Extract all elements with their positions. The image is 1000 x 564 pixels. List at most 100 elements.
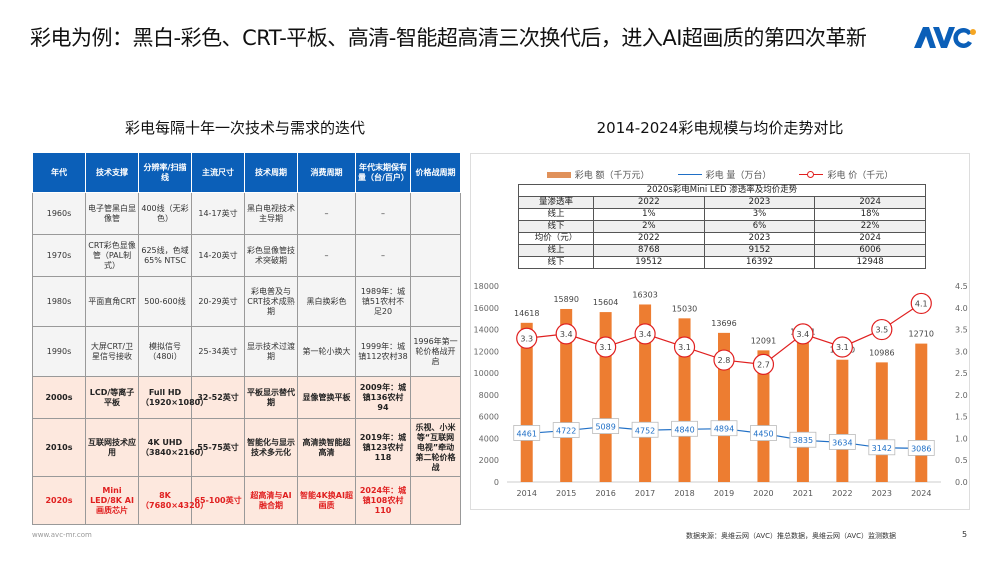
mini-table-cell: 3% (703, 208, 816, 221)
data-source: 数据来源：奥维云网（AVC）推总数据，奥维云网（AVC）监测数据 (686, 532, 897, 540)
legend-label: 彩电 量（万台） (705, 171, 772, 181)
bar-label: 13696 (711, 319, 736, 328)
x-tick: 2022 (832, 489, 852, 498)
table-cell: – (297, 234, 356, 277)
table-row: 1970s CRT彩色显像管（PAL制式） 625线，色域65% NTSC 14-20… (32, 234, 461, 277)
mini-table-row: 线下 19512 16392 12948 (518, 256, 926, 269)
y-left-tick: 10000 (474, 369, 499, 378)
table-cell: 500-600线 (138, 276, 192, 327)
table-cell (410, 276, 461, 327)
column-header: 技术周期 (244, 152, 298, 193)
table-cell: 20-29英寸 (191, 276, 245, 327)
line-marker-swatch-icon (799, 171, 824, 178)
mini-table-caption: 2020s彩电Mini LED 渗透率及均价走势 (518, 184, 926, 197)
mini-table-cell: 6% (703, 220, 816, 233)
bar-label: 14618 (514, 309, 539, 318)
table-cell: 2019年：城镇123农村118 (355, 418, 411, 477)
bar-label: 15604 (593, 298, 618, 307)
price-label: 2.8 (718, 356, 731, 365)
table-cell (410, 192, 461, 235)
legend-item-revenue: 彩电 额（千万元） (546, 168, 650, 181)
table-cell: 2020s (32, 476, 86, 525)
mini-led-table: 2020s彩电Mini LED 渗透率及均价走势 量渗透率 2022 2023 202… (518, 184, 926, 269)
price-marker (752, 353, 775, 375)
mini-table-cell: 线上 (518, 244, 594, 257)
table-cell: 1980s (32, 276, 86, 327)
column-header: 价格战周期 (410, 152, 461, 193)
mini-table-cell: 8768 (593, 244, 705, 257)
x-tick: 2016 (595, 489, 615, 498)
x-tick: 2024 (911, 489, 931, 498)
table-cell: 14-20英寸 (191, 234, 245, 277)
page-title: 彩电为例：黑白-彩色、CRT-平板、高清-智能超高清三次换代后，进入AI超画质的… (30, 26, 867, 50)
price-marker (634, 323, 656, 345)
mini-table-cell: 线下 (518, 256, 594, 269)
table-cell: 2000s (32, 376, 86, 419)
table-cell: 黑白换彩色 (297, 276, 356, 327)
y-right-tick: 4.0 (955, 304, 968, 313)
table-cell: 2010s (32, 418, 86, 477)
mini-table-cell: 线上 (518, 208, 594, 221)
x-tick: 2023 (872, 489, 892, 498)
column-header: 主流尺寸 (191, 152, 245, 193)
bar-label: 16303 (632, 290, 657, 299)
column-header: 分辨率/扫描线 (138, 152, 192, 193)
volume-label-box (789, 431, 817, 448)
table-cell (410, 476, 461, 525)
x-tick: 2014 (517, 489, 537, 498)
price-marker (555, 323, 577, 345)
y-left-tick: 2000 (479, 456, 499, 465)
mini-table-cell: 1% (593, 208, 705, 221)
mini-table-cell: 9152 (703, 244, 816, 257)
price-marker (516, 327, 538, 349)
x-tick: 2018 (674, 489, 694, 498)
y-right-tick: 2.0 (955, 391, 968, 400)
volume-label-box (552, 422, 580, 438)
mini-table-cell: 16392 (703, 256, 816, 269)
table-cell: 彩色显像管技术突破期 (244, 234, 298, 277)
volume-label-box (828, 434, 856, 450)
table-cell: 625线，色域65% NTSC (138, 234, 192, 277)
x-tick: 2015 (556, 489, 576, 498)
tv-evolution-table: 年代 技术支撑 分辨率/扫描线 主流尺寸 技术周期 消费周期 年代末期保有量（台/百户） 价格… (32, 152, 461, 525)
table-cell: Full HD（1920×1080） (138, 376, 208, 419)
bar (560, 308, 573, 482)
y-right-tick: 1.0 (955, 434, 968, 443)
column-header: 年代末期保有量（台/百户） (355, 152, 411, 193)
mini-table-cell: 2023 (703, 232, 816, 245)
price-label: 3.5 (875, 326, 888, 335)
mini-table-row: 量渗透率 2022 2023 2024 (518, 196, 926, 209)
table-cell: 1970s (32, 234, 86, 277)
combo-chart: 0 2000 4000 6000 8000 10000 12000 14000 16000 180… (474, 282, 968, 498)
y-right-tick: 1.5 (955, 413, 968, 422)
price-label: 4.1 (915, 299, 928, 308)
y-right-tick: 4.5 (955, 282, 968, 291)
volume-label-box (710, 420, 738, 437)
table-cell: 互联网技术应用 (85, 418, 139, 477)
bar (836, 359, 849, 482)
mini-table-row: 线上 8768 9152 6006 (518, 244, 926, 257)
y-left-tick: 12000 (474, 347, 499, 356)
legend-label: 彩电 价（千元） (827, 171, 894, 181)
price-marker (871, 318, 893, 341)
x-tick: 2019 (714, 489, 734, 498)
x-tick: 2017 (635, 489, 655, 498)
table-row: 1990s 大屏CRT/卫星信号接收 模拟信号（480i） 25-34英寸 显示技术过渡… (32, 326, 461, 377)
volume-label-box (750, 425, 777, 441)
volume-label-box (513, 425, 541, 441)
table-cell (410, 376, 461, 419)
mini-table-cell: 线下 (518, 220, 594, 233)
price-marker (595, 336, 617, 358)
legend-item-volume: 彩电 量（万台） (677, 168, 772, 181)
y-left-tick: 8000 (479, 391, 499, 400)
mini-table-row: 均价（元） 2022 2023 2024 (518, 232, 926, 245)
page-number: 5 (962, 530, 968, 539)
price-label: 3.4 (639, 330, 652, 339)
mini-table-cell: 2024 (814, 232, 926, 245)
mini-table-cell: 均价（元） (518, 232, 594, 245)
volume-label: 4894 (714, 425, 734, 434)
bar (796, 341, 809, 482)
mini-table-row: 线上 1% 3% 18% (518, 208, 926, 221)
table-row: 2010s 互联网技术应用 4K UHD（3840×2160） 55-75英寸 智能化与… (32, 418, 461, 477)
y-left-tick: 18000 (474, 282, 499, 291)
